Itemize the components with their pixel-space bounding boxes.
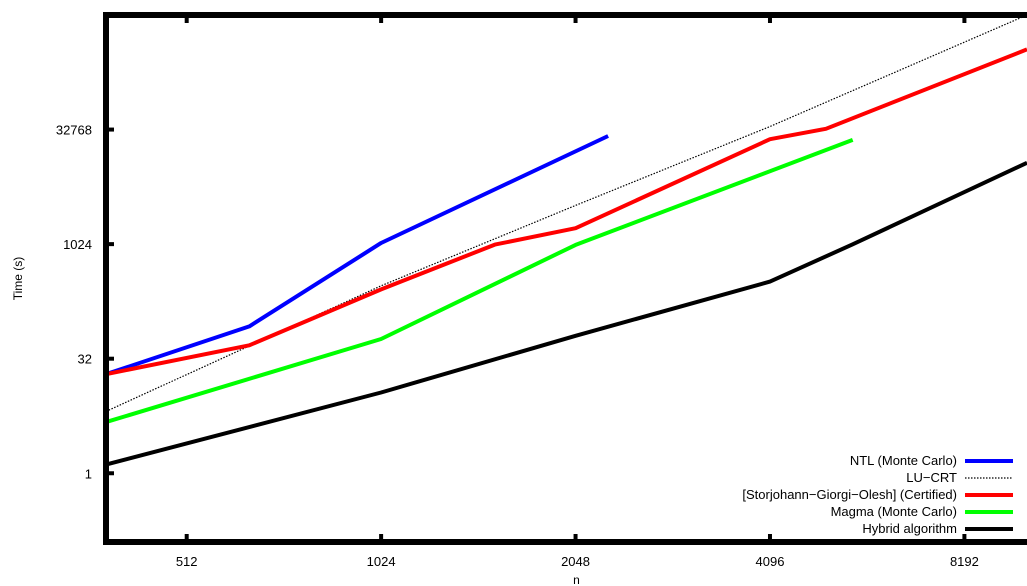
x-axis-label: n — [573, 573, 580, 586]
series-line-4 — [105, 160, 1027, 467]
series-line-3 — [105, 138, 854, 425]
y-tick-label-0: 1 — [85, 466, 92, 481]
legend-label-4: Hybrid algorithm — [862, 521, 957, 536]
x-tick-label-3: 4096 — [756, 554, 785, 569]
y-tick-label-1: 32 — [78, 352, 92, 367]
series-line-1 — [105, 14, 1027, 412]
y-axis-label: Time (s) — [11, 257, 25, 301]
x-tick-label-2: 2048 — [561, 554, 590, 569]
y-tick-label-2: 1024 — [63, 237, 92, 252]
legend-label-1: LU−CRT — [906, 470, 957, 485]
legend-label-3: Magma (Monte Carlo) — [831, 504, 957, 519]
axis-ticks: 512 1024 2048 4096 8192 1 32 1024 32768 — [56, 15, 979, 569]
legend: NTL (Monte Carlo) LU−CRT [Storjohann−Giorg… — [742, 453, 1013, 536]
series-lines — [105, 14, 1027, 467]
legend-label-0: NTL (Monte Carlo) — [850, 453, 957, 468]
legend-label-2: [Storjohann−Giorgi−Olesh] (Certified) — [742, 487, 957, 502]
x-tick-label-1: 1024 — [367, 554, 396, 569]
x-tick-label-0: 512 — [176, 554, 198, 569]
x-tick-label-4: 8192 — [950, 554, 979, 569]
plot-frame — [103, 12, 1027, 545]
series-line-2 — [105, 47, 1027, 377]
y-tick-label-3: 32768 — [56, 123, 92, 138]
series-line-0 — [105, 134, 609, 377]
